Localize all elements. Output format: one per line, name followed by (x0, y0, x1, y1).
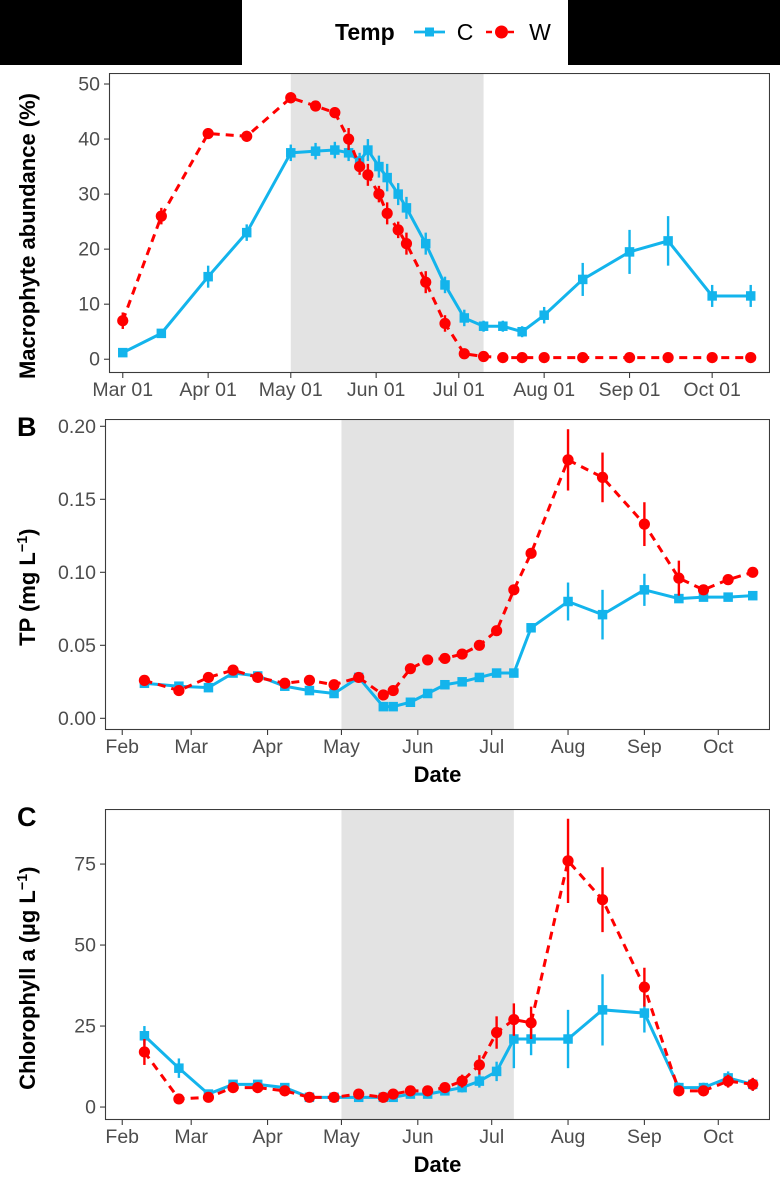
svg-text:0.00: 0.00 (58, 708, 96, 730)
svg-text:Jun: Jun (402, 736, 433, 758)
svg-text:Mar 01: Mar 01 (92, 379, 153, 401)
svg-text:0.20: 0.20 (58, 419, 96, 438)
svg-text:Mar: Mar (174, 1126, 208, 1148)
svg-text:Sep: Sep (627, 736, 662, 758)
svg-text:W: W (529, 19, 551, 45)
svg-text:Jun 01: Jun 01 (347, 379, 406, 401)
svg-text:Apr: Apr (252, 736, 283, 758)
svg-text:40: 40 (78, 129, 100, 151)
svg-text:75: 75 (74, 854, 96, 876)
svg-text:10: 10 (78, 294, 100, 316)
svg-text:Jul: Jul (479, 1126, 504, 1148)
svg-text:Mar: Mar (174, 736, 208, 758)
svg-text:Jul 01: Jul 01 (433, 379, 485, 401)
svg-text:C: C (457, 19, 474, 45)
svg-text:Aug: Aug (551, 1126, 586, 1148)
svg-text:0.10: 0.10 (58, 562, 96, 584)
svg-text:Feb: Feb (105, 1126, 139, 1148)
svg-text:Apr: Apr (252, 1126, 283, 1148)
svg-text:30: 30 (78, 184, 100, 206)
svg-text:Feb: Feb (105, 736, 139, 758)
svg-text:20: 20 (78, 239, 100, 261)
svg-text:Oct: Oct (703, 1126, 734, 1148)
svg-text:Sep: Sep (627, 1126, 662, 1148)
svg-text:Sep 01: Sep 01 (599, 379, 661, 401)
svg-text:25: 25 (74, 1016, 96, 1038)
svg-text:0: 0 (85, 1097, 96, 1119)
svg-text:Oct: Oct (703, 736, 734, 758)
svg-text:Temp: Temp (335, 19, 395, 45)
svg-text:0.05: 0.05 (58, 635, 96, 657)
svg-text:50: 50 (78, 74, 100, 96)
svg-text:Aug 01: Aug 01 (513, 379, 575, 401)
svg-text:May 01: May 01 (259, 379, 323, 401)
svg-text:May: May (323, 736, 360, 758)
svg-text:Jul: Jul (479, 736, 504, 758)
svg-text:May: May (323, 1126, 360, 1148)
svg-text:Aug: Aug (551, 736, 586, 758)
svg-text:0: 0 (89, 349, 100, 371)
svg-text:Oct 01: Oct 01 (683, 379, 740, 401)
svg-text:Apr 01: Apr 01 (179, 379, 236, 401)
svg-text:0.15: 0.15 (58, 489, 96, 511)
svg-text:50: 50 (74, 935, 96, 957)
svg-text:Jun: Jun (402, 1126, 433, 1148)
